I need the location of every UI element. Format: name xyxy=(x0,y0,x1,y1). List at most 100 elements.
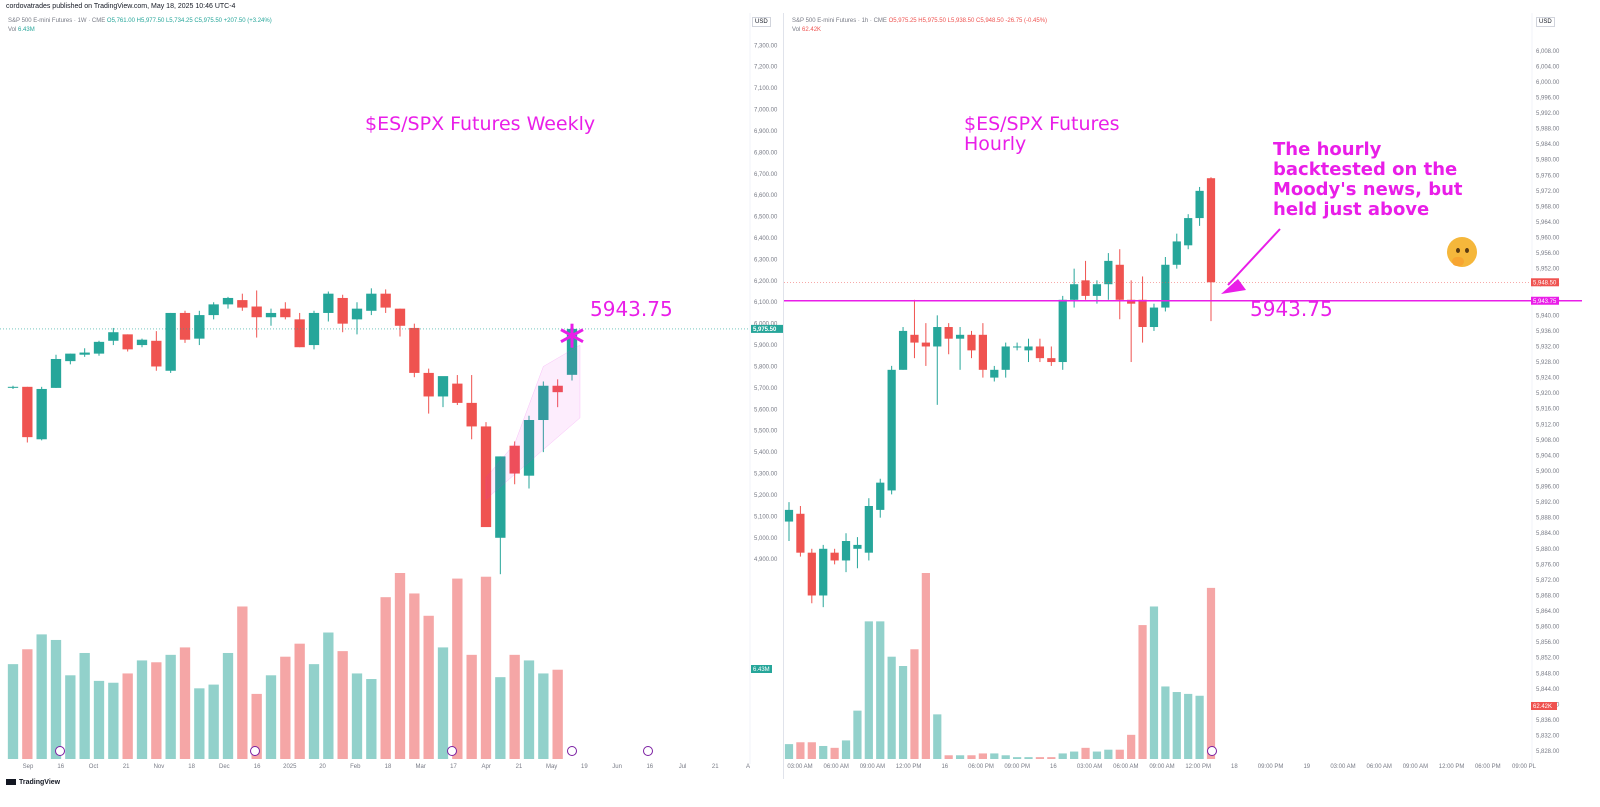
volume-bar xyxy=(93,680,105,759)
candle-body xyxy=(22,386,33,438)
y-tick-label: 5,836.00 xyxy=(1536,718,1560,724)
weekly-currency-button[interactable]: USD xyxy=(752,17,771,27)
volume-bar xyxy=(933,714,942,759)
y-tick-label: 5,916.00 xyxy=(1536,407,1560,413)
last-price-tag-bg xyxy=(1531,278,1559,287)
y-tick-label: 5,964.00 xyxy=(1536,220,1560,226)
weekly-vol-label: Vol xyxy=(8,27,17,33)
volume-bar xyxy=(955,755,965,759)
y-tick-label: 5,992.00 xyxy=(1536,111,1560,117)
tradingview-footer: TradingView xyxy=(6,779,60,786)
candle-body xyxy=(1115,264,1124,300)
volume-bar xyxy=(841,740,851,759)
candle-body xyxy=(1001,346,1010,370)
candle-body xyxy=(1138,299,1147,328)
candle-body xyxy=(864,505,873,553)
weekly-chart-panel[interactable]: 7,300.00 7,200.00 7,100.00 7,000.00 6,900.00… xyxy=(0,13,784,779)
x-tick-label: 06:00 AM xyxy=(1113,764,1138,770)
volume-bar xyxy=(921,573,930,759)
y-tick-label: 7,000.00 xyxy=(754,108,778,114)
event-marker-icon xyxy=(447,746,457,756)
channel-highlight xyxy=(485,344,581,500)
y-tick-label: 6,200.00 xyxy=(754,279,778,285)
y-tick-label: 5,900.00 xyxy=(754,343,778,349)
volume-bar xyxy=(409,593,420,759)
volume-bar xyxy=(1024,757,1033,759)
volume-bar xyxy=(1001,755,1010,759)
y-tick-label: 7,200.00 xyxy=(754,65,778,71)
y-tick-label: 6,800.00 xyxy=(754,150,778,156)
volume-bar xyxy=(523,660,535,759)
candle-body xyxy=(1127,299,1136,304)
y-tick-label: 5,800.00 xyxy=(754,364,778,370)
y-tick-label: 5,996.00 xyxy=(1536,95,1560,101)
volume-bar xyxy=(1161,686,1170,759)
volume-bar xyxy=(136,660,148,759)
candle-body xyxy=(50,358,62,388)
weekly-ohlc: O5,761.00 H5,977.50 L5,734.25 C5,975.50 … xyxy=(106,18,272,24)
y-tick-label: 5,100.00 xyxy=(754,514,778,520)
x-tick-label: 09:00 AM xyxy=(1403,764,1428,770)
y-tick-label: 5,000.00 xyxy=(754,536,778,542)
volume-bar xyxy=(967,755,976,759)
hourly-chart-panel[interactable]: 6,008.00 6,004.00 6,000.00 5,996.00 5,992.00… xyxy=(784,13,1600,779)
arrow-shaft xyxy=(1227,228,1281,286)
candle-body xyxy=(294,319,305,348)
candle-body xyxy=(955,334,965,339)
volume-bar xyxy=(509,654,520,759)
volume-bar xyxy=(910,649,919,759)
volume-bar xyxy=(1149,606,1159,759)
y-tick-label: 5,936.00 xyxy=(1536,329,1560,335)
candle-body xyxy=(65,353,76,362)
x-tick-label: 16 xyxy=(646,764,653,770)
hourly-ohlc: O5,975.25 H5,975.50 L5,938.50 C5,948.50 … xyxy=(888,18,1048,24)
candle-body xyxy=(933,327,942,347)
y-tick-label: 5,856.00 xyxy=(1536,640,1560,646)
y-tick-label: 5,860.00 xyxy=(1536,625,1560,631)
x-tick-label: Jun xyxy=(612,764,622,770)
x-tick-label: 12:00 PM xyxy=(1185,764,1211,770)
candle-body xyxy=(495,456,506,538)
y-tick-label: 5,828.00 xyxy=(1536,749,1560,755)
last-price-tag: 5,948.50 xyxy=(1533,280,1557,286)
volume-bar xyxy=(452,578,463,759)
hourly-legend: S&P 500 E-mini Futures · 1h · CME O5,975… xyxy=(792,17,1047,35)
last-price-tag-bg xyxy=(751,324,783,333)
volume-bar xyxy=(251,693,262,759)
hourly-comment: The hourly backtested on the Moody's new… xyxy=(1273,140,1463,220)
hourly-vol-label: Vol xyxy=(792,27,801,33)
candle-body xyxy=(280,308,291,318)
candle-body xyxy=(876,482,885,510)
volume-bar xyxy=(1013,757,1022,759)
volume-bar xyxy=(165,654,176,759)
volume-bar xyxy=(423,615,434,759)
hourly-comment-line1: The hourly xyxy=(1273,139,1382,160)
candle-body xyxy=(452,383,463,403)
volume-bar xyxy=(1115,749,1124,759)
volume-bar xyxy=(194,688,205,759)
hourly-chart-svg[interactable]: 6,008.00 6,004.00 6,000.00 5,996.00 5,992.00… xyxy=(784,13,1600,779)
candle-body xyxy=(1047,358,1056,363)
candle-body xyxy=(978,334,987,370)
y-tick-label: 5,200.00 xyxy=(754,493,778,499)
y-tick-label: 6,600.00 xyxy=(754,193,778,199)
candle-body xyxy=(990,369,999,378)
y-tick-label: 5,972.00 xyxy=(1536,189,1560,195)
candle-body xyxy=(1149,307,1159,328)
weekly-chart-svg[interactable]: 7,300.00 7,200.00 7,100.00 7,000.00 6,900.00… xyxy=(0,13,783,779)
candle-body xyxy=(538,385,549,421)
y-tick-label: 5,952.00 xyxy=(1536,267,1560,273)
candle-body xyxy=(351,308,363,320)
candle-body xyxy=(796,513,805,553)
hourly-currency-button[interactable]: USD xyxy=(1536,17,1555,27)
candle-body xyxy=(151,340,162,367)
candle-body xyxy=(1092,284,1102,296)
volume-bar xyxy=(1127,734,1136,759)
y-tick-label: 5,848.00 xyxy=(1536,671,1560,677)
y-tick-label: 6,004.00 xyxy=(1536,64,1560,70)
x-tick-label: 21 xyxy=(123,764,130,770)
y-tick-label: 7,300.00 xyxy=(754,43,778,49)
y-tick-label: 5,300.00 xyxy=(754,472,778,478)
y-tick-label: 6,008.00 xyxy=(1536,49,1560,55)
volume-bar xyxy=(179,647,191,759)
